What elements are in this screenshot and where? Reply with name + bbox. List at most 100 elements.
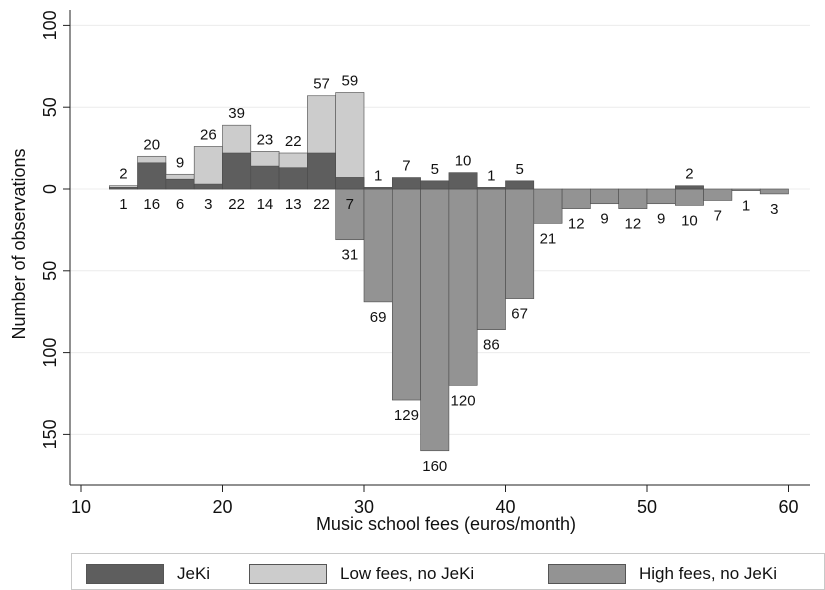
bar-high-fees <box>703 188 733 201</box>
bar-jeki <box>165 178 195 190</box>
bar-jeki <box>222 152 252 190</box>
label-high-fees: 12 <box>568 216 585 233</box>
legend-label-jeki: JeKi <box>177 564 211 583</box>
label-jeki: 2 <box>685 166 693 183</box>
x-tick-label: 30 <box>354 497 374 517</box>
label-jeki: 1 <box>487 167 495 184</box>
bar-high-fees <box>505 188 535 299</box>
bar-jeki <box>307 152 336 190</box>
label-high-fees: 10 <box>681 212 698 229</box>
label-high-fees: 86 <box>483 337 500 354</box>
histogram-chart: 2120169626339222314221357225973169112971… <box>9 10 810 534</box>
bar-jeki <box>420 180 450 190</box>
label-jeki: 1 <box>374 167 382 184</box>
legend-item-high-fees: High fees, no JeKi <box>548 564 777 584</box>
label-high-fees: 9 <box>600 211 608 228</box>
y-tick-label: 50 <box>40 97 60 117</box>
bar-jeki <box>137 162 167 190</box>
bar-high-fees <box>448 188 478 386</box>
bar-high-fees <box>561 188 591 209</box>
bar-high-fees <box>420 188 450 452</box>
bar-jeki <box>363 187 393 190</box>
label-low-fees: 23 <box>257 131 274 148</box>
legend-label-high-fees: High fees, no JeKi <box>639 564 777 583</box>
y-tick-label: 50 <box>40 261 60 281</box>
label-jeki: 22 <box>313 196 330 213</box>
label-high-fees: 7 <box>714 207 722 224</box>
x-axis-title: Music school fees (euros/month) <box>316 514 576 534</box>
bar-high-fees <box>731 188 761 191</box>
bar-jeki <box>335 177 365 190</box>
label-jeki: 3 <box>204 196 212 213</box>
bar-high-fees <box>759 188 789 195</box>
bar-jeki <box>391 177 421 190</box>
bar-low-fees <box>335 92 365 190</box>
x-tick-label: 40 <box>495 497 515 517</box>
legend-item-low-fees: Low fees, no JeKi <box>249 564 474 584</box>
y-tick-label: 100 <box>40 10 60 40</box>
y-tick-label: 100 <box>40 338 60 368</box>
label-jeki: 5 <box>515 161 523 178</box>
bar-high-fees <box>618 188 648 209</box>
bar-high-fees <box>363 188 393 303</box>
bar-jeki <box>505 180 535 190</box>
label-jeki: 7 <box>346 196 354 213</box>
label-high-fees: 160 <box>422 458 447 475</box>
label-jeki: 22 <box>228 196 245 213</box>
x-tick-label: 20 <box>212 497 232 517</box>
legend-swatch-high-fees <box>548 564 626 584</box>
legend-swatch-low-fees <box>249 564 327 584</box>
label-high-fees: 120 <box>451 392 476 409</box>
legend-item-jeki: JeKi <box>86 564 210 584</box>
bar-high-fees <box>391 188 421 401</box>
label-jeki: 10 <box>455 153 472 170</box>
bar-high-fees <box>590 188 620 205</box>
bar-low-fees <box>193 146 223 190</box>
label-low-fees: 2 <box>119 166 127 183</box>
label-jeki: 6 <box>176 196 184 213</box>
label-high-fees: 69 <box>370 309 387 326</box>
label-high-fees: 21 <box>540 230 557 247</box>
axes: 10 20 30 40 50 60 100 50 0 50 100 150 <box>40 10 810 517</box>
bar-high-fees <box>674 188 704 206</box>
bar-high-fees <box>476 188 506 330</box>
label-low-fees: 22 <box>285 133 302 150</box>
label-low-fees: 57 <box>313 76 330 93</box>
label-high-fees: 9 <box>657 211 665 228</box>
label-jeki: 16 <box>143 196 160 213</box>
label-high-fees: 67 <box>511 306 528 323</box>
bar-high-fees <box>533 188 563 224</box>
label-jeki: 1 <box>119 196 127 213</box>
bar-jeki <box>193 183 223 190</box>
label-low-fees: 20 <box>143 136 160 153</box>
label-jeki: 5 <box>431 161 439 178</box>
label-high-fees: 31 <box>342 247 359 264</box>
label-low-fees: 9 <box>176 154 184 171</box>
bar-jeki <box>109 187 138 190</box>
y-tick-label: 0 <box>40 184 60 194</box>
x-tick-label: 50 <box>637 497 657 517</box>
legend-swatch-jeki <box>86 564 164 584</box>
y-axis-title: Number of observations <box>9 148 29 339</box>
bar-jeki <box>674 185 704 190</box>
bars <box>109 92 789 452</box>
bar-high-fees <box>646 188 676 205</box>
label-high-fees: 3 <box>770 201 778 218</box>
bar-jeki <box>250 165 280 190</box>
bar-labels: 2120169626339222314221357225973169112971… <box>119 72 778 474</box>
x-tick-label: 10 <box>71 497 91 517</box>
x-tick-label: 60 <box>778 497 798 517</box>
label-jeki: 14 <box>257 196 274 213</box>
label-low-fees: 59 <box>342 72 359 89</box>
label-jeki: 13 <box>285 196 302 213</box>
label-high-fees: 12 <box>625 216 642 233</box>
legend-label-low-fees: Low fees, no JeKi <box>340 564 475 583</box>
bar-jeki <box>448 172 478 190</box>
label-high-fees: 1 <box>742 198 750 215</box>
y-tick-label: 150 <box>40 419 60 449</box>
label-low-fees: 26 <box>200 126 217 143</box>
label-jeki: 7 <box>402 158 410 175</box>
label-high-fees: 129 <box>394 407 419 424</box>
bar-jeki <box>476 187 506 190</box>
label-low-fees: 39 <box>228 105 245 122</box>
